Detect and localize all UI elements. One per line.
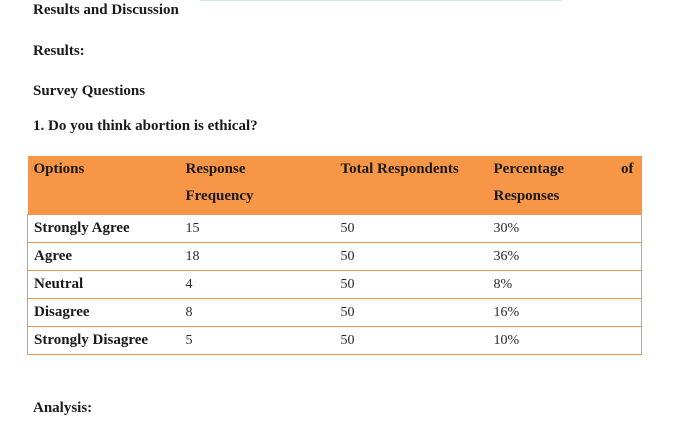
- header-percentage: Percentage of Responses: [488, 156, 642, 215]
- header-response-line1: Response: [185, 161, 246, 177]
- percentage-cell: 10%: [487, 326, 642, 355]
- frequency-cell: 18: [179, 242, 335, 271]
- frequency-cell: 4: [179, 270, 335, 299]
- page-title: Results and Discussion: [33, 2, 179, 18]
- total-cell: 50: [334, 242, 488, 271]
- total-cell: 50: [334, 270, 488, 299]
- frequency-cell: 5: [179, 326, 335, 355]
- header-options-label: Options: [33, 161, 85, 177]
- option-cell: Agree: [27, 242, 180, 271]
- header-response-frequency: Response Frequency: [180, 156, 335, 215]
- header-options: Options: [28, 156, 180, 215]
- table-row: Strongly Disagree 5 50 10%: [27, 326, 642, 355]
- percentage-cell: 16%: [487, 298, 642, 327]
- total-cell: 50: [334, 214, 488, 243]
- survey-questions-heading: Survey Questions: [33, 83, 146, 99]
- option-cell: Strongly Disagree: [27, 326, 180, 355]
- percentage-cell: 36%: [487, 242, 642, 271]
- question-text: 1. Do you think abortion is ethical?: [33, 118, 258, 134]
- table-row: Strongly Agree 15 50 30%: [27, 214, 642, 243]
- frequency-cell: 8: [179, 298, 335, 327]
- option-cell: Disagree: [27, 298, 180, 327]
- header-total-label: Total Respondents: [340, 161, 459, 177]
- total-cell: 50: [334, 298, 488, 327]
- table-header-row: Options Response Frequency Total Respond…: [27, 156, 642, 215]
- table-row: Agree 18 50 36%: [27, 242, 642, 271]
- header-total-respondents: Total Respondents: [335, 156, 488, 215]
- analysis-heading: Analysis:: [33, 400, 93, 416]
- header-percentage-of: of: [621, 161, 634, 177]
- percentage-cell: 30%: [487, 214, 642, 243]
- table-row: Neutral 4 50 8%: [27, 270, 642, 299]
- option-cell: Neutral: [27, 270, 180, 299]
- percentage-cell: 8%: [487, 270, 642, 299]
- option-cell: Strongly Agree: [27, 214, 180, 243]
- frequency-cell: 15: [179, 214, 335, 243]
- header-percentage-line1: Percentage: [493, 161, 565, 177]
- total-cell: 50: [334, 326, 488, 355]
- header-percentage-line2: Responses: [493, 188, 560, 204]
- table-row: Disagree 8 50 16%: [27, 298, 642, 327]
- header-response-line2: Frequency: [185, 188, 254, 204]
- top-divider: [200, 0, 562, 1]
- survey-results-table: Options Response Frequency Total Respond…: [27, 156, 642, 355]
- results-heading: Results:: [33, 43, 85, 59]
